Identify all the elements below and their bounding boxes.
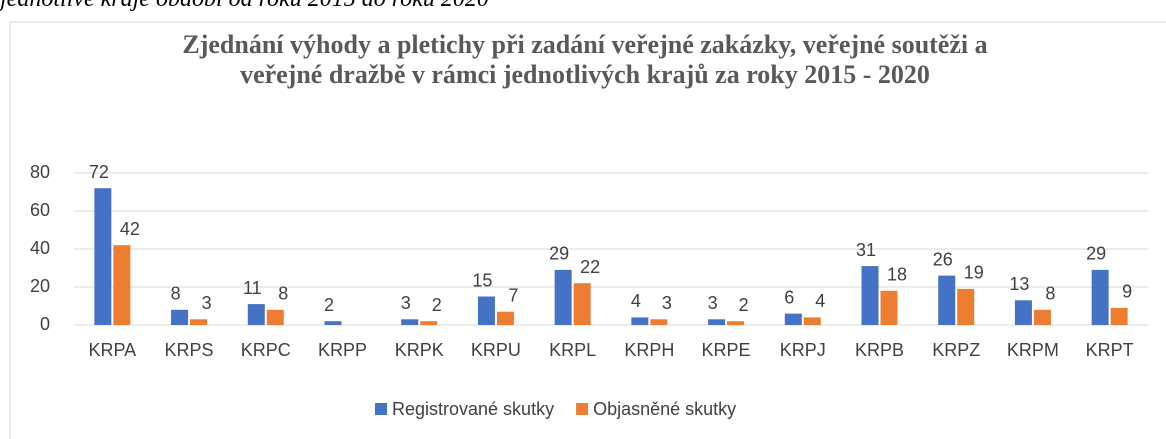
caption: jednotlivé kraje období od roku 2015 do … [0,0,489,13]
x-tick-label: KRPH [624,340,674,360]
bar [938,275,956,325]
legend-label: Objasněné skutky [593,399,736,419]
value-label: 18 [887,265,907,285]
bar [324,321,342,325]
value-label: 9 [1122,282,1132,302]
value-label: 8 [171,284,181,304]
x-tick-label: KRPP [318,340,367,360]
value-label: 11 [243,278,262,298]
bar [727,321,745,325]
value-label: 15 [472,270,492,290]
bar [477,296,495,325]
chart-frame [9,21,1166,439]
bar [880,290,898,325]
x-tick-label: KRPU [471,340,521,360]
y-tick-label: 80 [30,162,50,182]
x-tick-label: KRPB [855,340,904,360]
value-label: 29 [549,244,569,264]
x-tick-label: KRPK [395,340,444,360]
x-tick-label: KRPM [1007,340,1059,360]
bar [420,321,438,325]
bar [266,309,284,325]
bar [171,309,189,325]
value-label: 13 [1009,274,1029,294]
bar [631,317,649,325]
bar [650,319,668,325]
x-tick-label: KRPA [89,340,137,360]
bar [94,188,112,325]
value-label: 2 [739,295,749,315]
bar [708,319,726,325]
y-tick-label: 40 [30,238,50,258]
x-tick-label: KRPS [165,340,214,360]
bar [1110,307,1128,325]
x-tick-label: KRPL [549,340,596,360]
value-label: 26 [933,249,953,269]
bar [190,319,208,325]
bar [957,288,975,325]
value-label: 4 [631,291,641,311]
y-tick-label: 0 [40,314,50,334]
value-label: 29 [1086,244,1106,264]
bar [784,313,802,325]
value-label: 72 [89,162,109,182]
bar [1014,300,1032,325]
value-label: 31 [856,240,876,260]
x-tick-label: KRPC [241,340,291,360]
value-label: 8 [278,284,288,304]
bar [554,269,572,325]
bar [803,317,821,325]
value-label: 4 [815,291,825,311]
bar [113,245,131,325]
bar [573,283,591,325]
legend-swatch [375,403,387,415]
value-label: 2 [324,295,334,315]
value-label: 3 [708,293,718,313]
value-label: 42 [120,219,140,239]
legend-swatch [576,403,589,415]
x-tick-label: KRPJ [780,340,826,360]
bar [1091,269,1109,325]
legend-label: Registrované skutky [392,399,554,419]
value-label: 19 [964,263,984,283]
bar [247,304,265,325]
value-label: 7 [508,285,518,305]
y-tick-label: 20 [30,276,50,296]
x-tick-label: KRPZ [932,340,980,360]
x-tick-label: KRPT [1086,340,1134,360]
value-label: 3 [401,293,411,313]
bar [1033,309,1051,325]
value-label: 3 [202,293,212,313]
value-label: 3 [662,293,672,313]
bar [861,266,879,325]
value-label: 6 [784,287,794,307]
chart-title: Zjednání výhody a pletichy při zadání ve… [182,30,988,89]
value-label: 2 [432,295,442,315]
bar [401,319,419,325]
y-tick-label: 60 [30,200,50,220]
value-label: 22 [580,257,600,277]
bar [496,311,514,325]
value-label: 8 [1045,284,1055,304]
x-tick-label: KRPE [702,340,751,360]
